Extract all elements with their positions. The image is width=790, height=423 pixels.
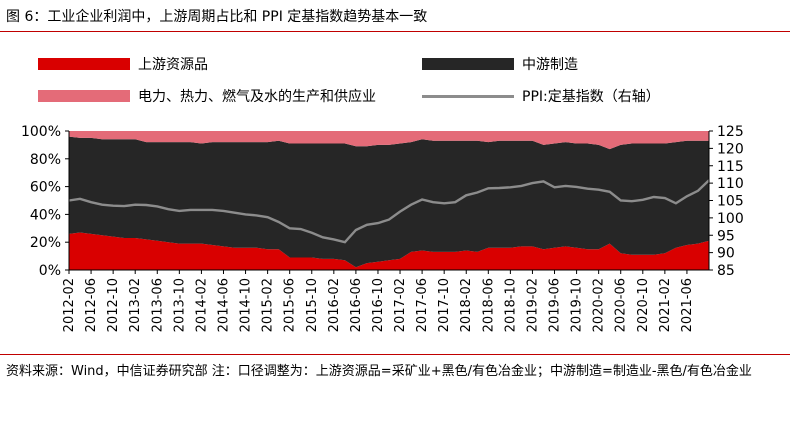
x-tick-label: 2012-02 [62, 278, 77, 332]
y-right-tick-label: 85 [717, 263, 735, 279]
x-tick-label: 2014-02 [194, 278, 209, 332]
x-tick-label: 2018-02 [459, 278, 474, 332]
source-rule [0, 354, 790, 355]
y-left-tick-label: 0% [39, 263, 61, 279]
y-right-tick-label: 120 [717, 141, 744, 157]
x-tick-label: 2012-10 [106, 278, 121, 332]
legend-swatch-upstream [38, 58, 130, 70]
x-tick-label: 2019-10 [570, 278, 585, 332]
source-text: 资料来源：Wind，中信证券研究部 注：口径调整为：上游资源品=采矿业+黑色/有… [6, 364, 752, 379]
legend-swatch-utilities [38, 90, 130, 102]
x-tick-label: 2017-06 [415, 278, 430, 332]
y-right-tick-label: 110 [717, 176, 744, 192]
x-tick-label: 2018-06 [481, 278, 496, 332]
y-left-tick-label: 80% [30, 152, 61, 168]
y-left-tick-label: 60% [30, 180, 61, 196]
x-tick-label: 2019-06 [548, 278, 563, 332]
legend-item-midstream: 中游制造 [422, 54, 578, 74]
x-tick-label: 2014-10 [239, 278, 254, 332]
legend-label-upstream: 上游资源品 [138, 57, 208, 73]
y-right-tick-label: 100 [717, 211, 744, 227]
x-tick-label: 2015-06 [283, 278, 298, 332]
x-tick-label: 2013-06 [150, 278, 165, 332]
figure-title: 图 6：工业企业利润中，上游周期占比和 PPI 定基指数趋势基本一致 [6, 9, 428, 25]
y-right-tick-label: 95 [717, 228, 735, 244]
figure-source: 资料来源：Wind，中信证券研究部 注：口径调整为：上游资源品=采矿业+黑色/有… [6, 362, 784, 382]
legend-swatch-midstream [422, 58, 514, 70]
x-tick-label: 2020-06 [614, 278, 629, 332]
x-tick-label: 2016-10 [371, 278, 386, 332]
legend-item-upstream: 上游资源品 [38, 54, 208, 74]
x-tick-label: 2013-02 [128, 278, 143, 332]
x-tick-label: 2017-02 [393, 278, 408, 332]
legend-line-ppi [422, 94, 514, 98]
area-midstream [69, 136, 709, 268]
x-tick-label: 2015-10 [305, 278, 320, 332]
y-left-tick-label: 20% [30, 235, 61, 251]
legend-label-ppi: PPI:定基指数（右轴） [522, 89, 660, 105]
area-upstream [69, 232, 709, 270]
x-tick-label: 2021-06 [680, 278, 695, 332]
x-tick-label: 2016-06 [349, 278, 364, 332]
y-left-tick-label: 100% [21, 124, 61, 140]
x-tick-label: 2017-10 [437, 278, 452, 332]
ppi-line [68, 179, 710, 244]
y-right-tick-label: 105 [717, 194, 744, 210]
legend-item-utilities: 电力、热力、燃气及水的生产和供应业 [38, 86, 376, 106]
x-tick-label: 2013-10 [172, 278, 187, 332]
x-tick-label: 2012-06 [84, 278, 99, 332]
legend-label-midstream: 中游制造 [522, 57, 578, 73]
x-tick-label: 2015-02 [261, 278, 276, 332]
y-right-tick-label: 125 [717, 124, 744, 140]
area-utilities [69, 131, 709, 150]
y-right-tick-label: 90 [717, 246, 735, 262]
x-tick-label: 2019-02 [525, 278, 540, 332]
x-tick-label: 2020-02 [592, 278, 607, 332]
x-tick-label: 2020-10 [636, 278, 651, 332]
x-tick-label: 2021-02 [658, 278, 673, 332]
x-tick-label: 2018-10 [503, 278, 518, 332]
y-left-tick-label: 40% [30, 207, 61, 223]
x-tick-label: 2014-06 [216, 278, 231, 332]
legend-item-ppi: PPI:定基指数（右轴） [422, 86, 660, 106]
title-rule [0, 31, 790, 32]
legend-label-utilities: 电力、热力、燃气及水的生产和供应业 [138, 89, 376, 105]
y-right-tick-label: 115 [717, 159, 744, 175]
x-tick-label: 2016-02 [327, 278, 342, 332]
